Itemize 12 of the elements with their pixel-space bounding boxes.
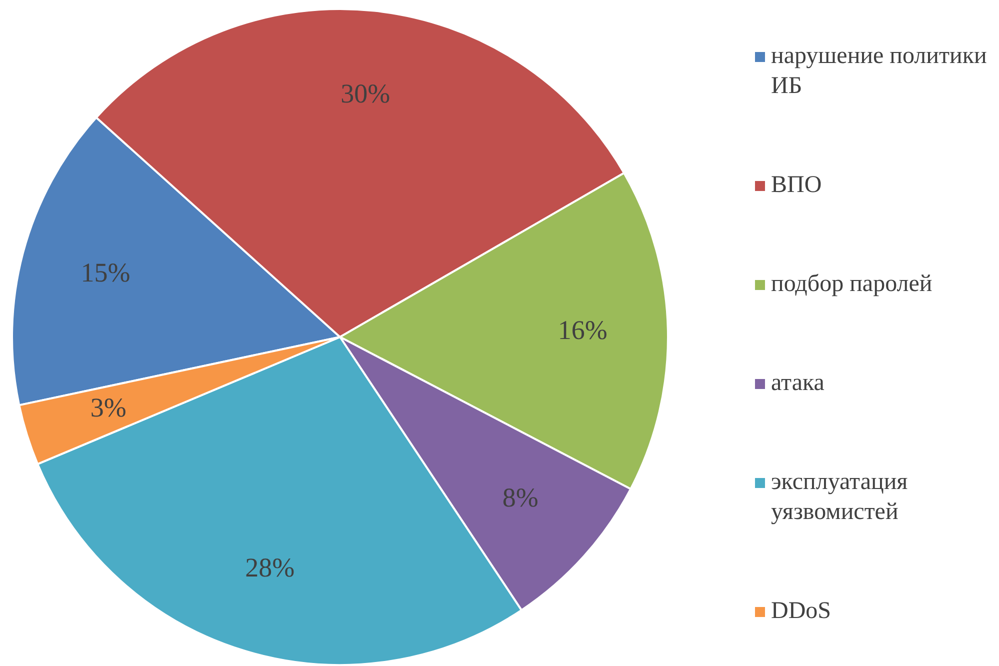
legend-label: нарушение политики ИБ: [771, 42, 988, 100]
data-label: 3%: [90, 392, 126, 423]
legend-label: эксплуатация уязвомистей: [771, 468, 909, 526]
data-label: 15%: [80, 257, 130, 288]
data-label: 28%: [245, 552, 295, 582]
legend-label: DDoS: [771, 596, 832, 626]
legend-label: ВПО: [771, 170, 822, 200]
legend-label: атака: [771, 368, 824, 398]
data-label: 30%: [340, 78, 390, 109]
data-label: 16%: [558, 315, 608, 346]
legend-label: подбор паролей: [771, 270, 932, 298]
data-label: 8%: [502, 482, 538, 513]
